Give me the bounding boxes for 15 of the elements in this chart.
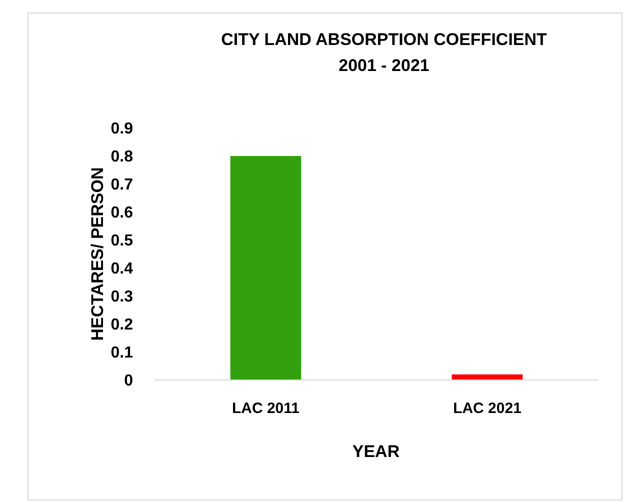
y-tick-label: 0.4 bbox=[110, 260, 134, 278]
chart-title: CITY LAND ABSORPTION COEFFICIENT 2001 - 2021 bbox=[221, 30, 548, 75]
y-tick-label: 0.8 bbox=[110, 148, 134, 166]
y-tick-label: 0.6 bbox=[110, 204, 134, 222]
x-axis-title: YEAR bbox=[352, 442, 400, 461]
y-tick-label: 0.5 bbox=[110, 232, 134, 250]
y-tick-label: 0 bbox=[124, 372, 134, 390]
y-axis-title: HECTARES/ PERSON bbox=[88, 167, 107, 341]
y-tick-label: 0.2 bbox=[110, 316, 134, 334]
y-tick-label: 0.7 bbox=[110, 176, 134, 194]
x-tick-label: LAC 2021 bbox=[453, 400, 522, 417]
x-tick-label: LAC 2011 bbox=[232, 400, 300, 417]
y-tick-label: 0.9 bbox=[110, 120, 134, 138]
y-tick-label: 0.1 bbox=[110, 344, 134, 362]
y-tick-label: 0.3 bbox=[110, 288, 134, 306]
